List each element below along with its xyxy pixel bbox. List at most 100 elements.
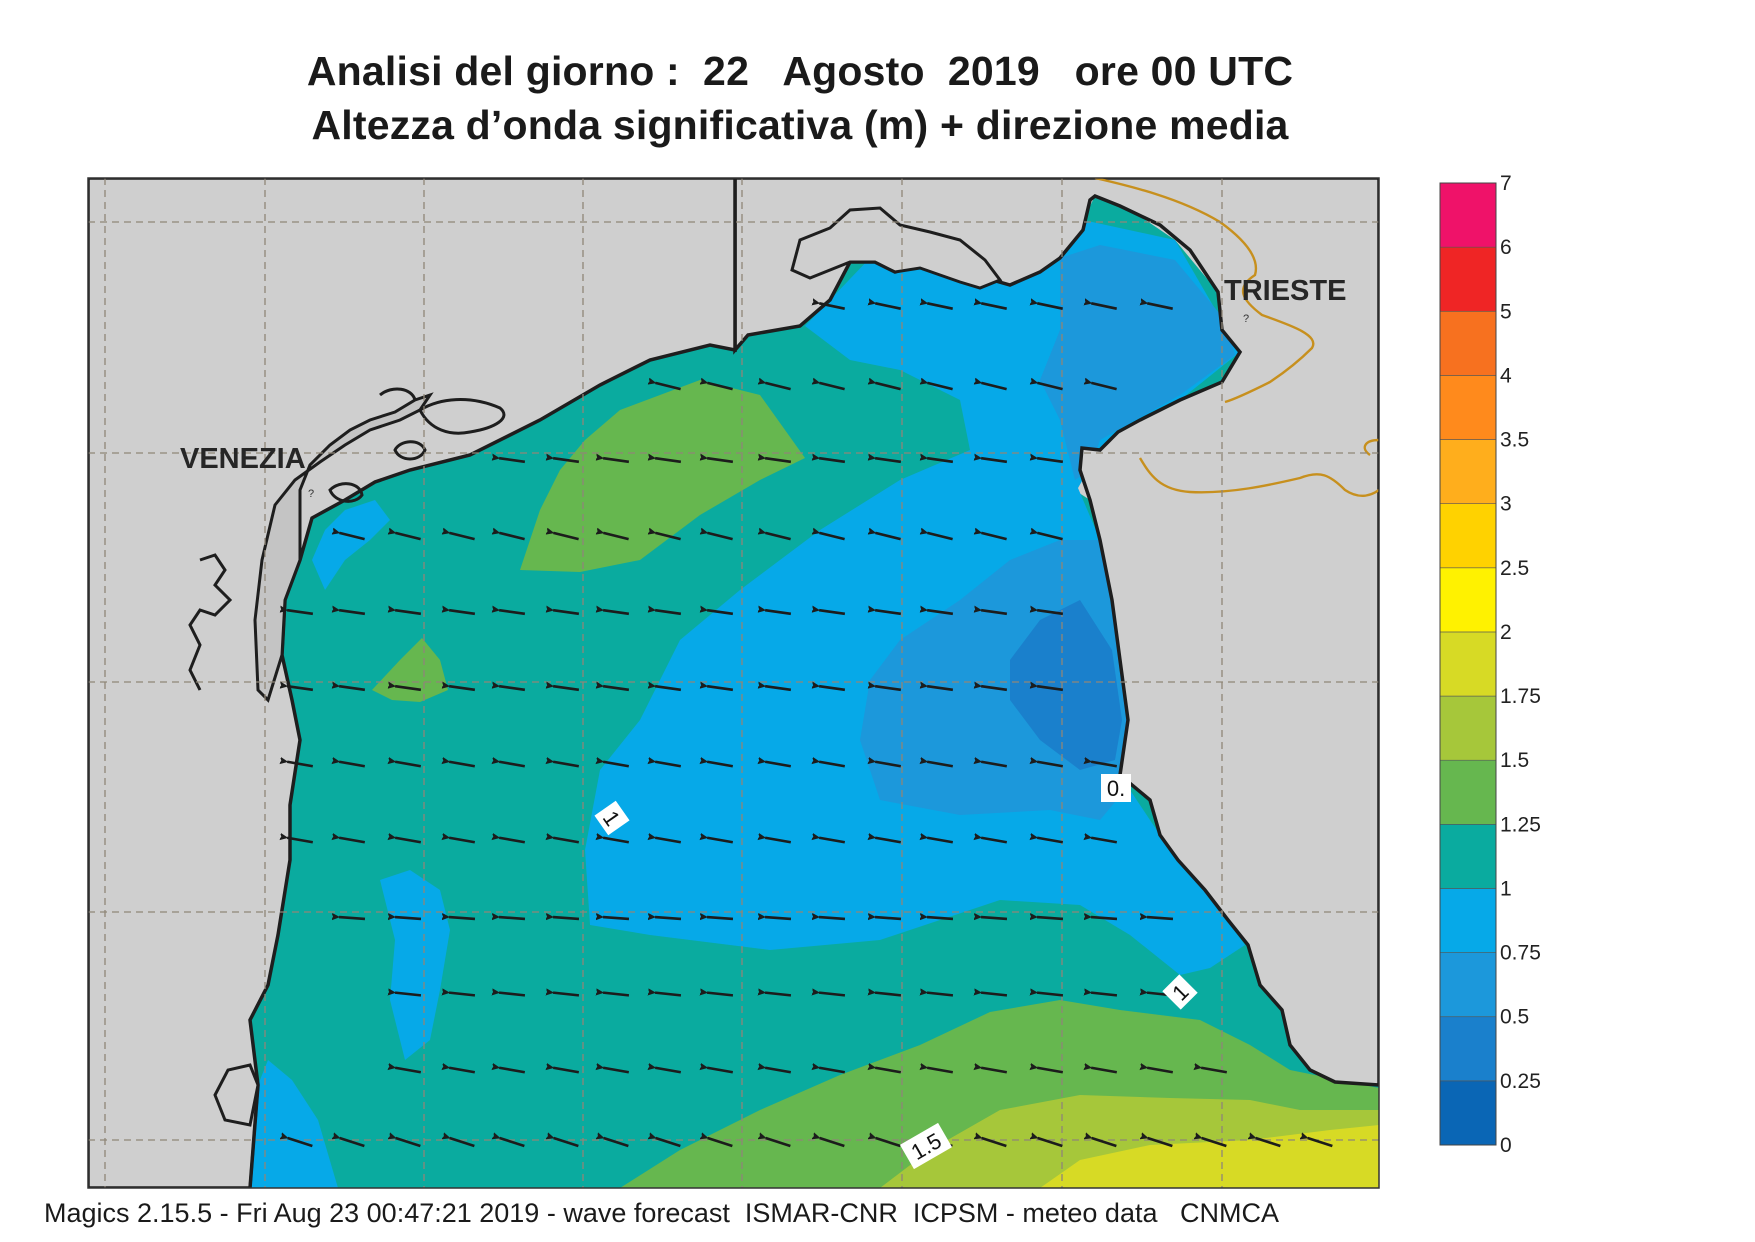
direction-arrow: [707, 383, 733, 391]
direction-arrow: [765, 993, 792, 997]
place-marker-venezia: ?: [308, 488, 314, 500]
direction-arrow: [819, 1068, 846, 1074]
direction-arrow: [449, 686, 476, 692]
direction-arrow: [499, 686, 526, 692]
legend-swatch: [1439, 439, 1497, 504]
direction-arrow: [927, 610, 954, 616]
land-venice-lagoon: [253, 392, 434, 703]
direction-arrow: [981, 533, 1007, 541]
direction-arrow: [981, 383, 1007, 391]
legend-tick-label: 1.25: [1500, 813, 1541, 836]
direction-arrow: [707, 762, 734, 768]
legend-swatch: [1439, 503, 1497, 569]
direction-arrow: [765, 917, 792, 919]
direction-arrow: [981, 303, 1007, 310]
direction-arrow: [1037, 610, 1064, 616]
direction-arrow: [395, 993, 422, 997]
direction-arrow: [765, 686, 792, 692]
colour-legend: 0 0.25 0.5 0.75 1 1.25 1.5 1.75 2 2.5 3 3.5 4 5 6 7: [1439, 172, 1541, 1157]
direction-arrow: [449, 993, 476, 997]
direction-arrow: [1201, 1068, 1228, 1074]
legend-swatch: [1439, 310, 1497, 376]
direction-arrow: [765, 458, 792, 464]
direction-arrow: [1037, 383, 1063, 391]
direction-arrow: [707, 993, 734, 997]
direction-arrow: [339, 686, 366, 692]
direction-arrow: [395, 917, 422, 919]
direction-arrow: [449, 762, 476, 768]
direction-arrow: [981, 917, 1008, 919]
direction-arrow: [499, 838, 526, 844]
legend-tick-label: 1: [1500, 877, 1512, 900]
legend-tick-label: 3: [1500, 493, 1512, 516]
legend-swatch: [1439, 375, 1497, 440]
legend-tick-label: 0.5: [1500, 1006, 1529, 1029]
direction-arrow: [500, 1138, 525, 1148]
direction-arrow: [875, 838, 902, 844]
direction-arrow: [765, 1068, 792, 1074]
direction-arrow: [287, 686, 314, 692]
direction-arrow: [981, 610, 1008, 616]
direction-arrow: [1147, 917, 1174, 919]
land-venice-islands: [328, 387, 506, 503]
direction-arrow: [875, 762, 902, 768]
contour-label-0-east: 0.: [1101, 774, 1131, 802]
direction-arrow: [819, 303, 845, 310]
direction-arrow: [875, 1068, 902, 1074]
direction-arrow: [339, 533, 365, 541]
direction-arrow: [708, 1138, 733, 1148]
legend-swatch: [1439, 1016, 1497, 1082]
direction-arrow: [449, 1068, 476, 1074]
place-marker-trieste: ?: [1243, 313, 1249, 325]
legend-swatch: [1439, 888, 1497, 953]
legend-swatch: [1439, 567, 1497, 633]
direction-arrow: [655, 993, 682, 997]
direction-arrow: [603, 458, 630, 464]
direction-arrow: [981, 838, 1008, 844]
direction-arrow: [603, 917, 630, 919]
direction-arrow: [554, 1138, 579, 1148]
direction-arrow: [603, 610, 630, 616]
direction-arrow: [1256, 1138, 1281, 1148]
direction-arrow: [927, 383, 953, 391]
legend-frame: [1439, 182, 1497, 1146]
map-frame: [87, 177, 1380, 1189]
direction-arrow: [449, 610, 476, 616]
direction-arrow: [819, 533, 845, 541]
direction-arrow: [603, 533, 629, 541]
direction-arrow: [553, 686, 580, 692]
direction-arrow: [603, 686, 630, 692]
direction-arrow: [1091, 762, 1118, 768]
legend-tick-label: 0: [1500, 1134, 1512, 1157]
direction-arrow: [395, 533, 421, 541]
direction-arrow: [927, 686, 954, 692]
direction-arrow: [875, 686, 902, 692]
legend-swatch: [1439, 631, 1497, 697]
legend-swatch: [1439, 246, 1497, 312]
legend-tick-label: 6: [1500, 236, 1512, 259]
direction-arrow: [981, 993, 1008, 997]
direction-arrow: [707, 1068, 734, 1074]
direction-arrow: [1091, 993, 1118, 997]
direction-arrow: [604, 1138, 629, 1148]
direction-arrow: [875, 303, 901, 310]
legend-tick-label: 1.5: [1500, 749, 1529, 772]
direction-arrow: [339, 762, 366, 768]
direction-arrow: [1037, 533, 1063, 541]
direction-arrow: [287, 610, 314, 616]
legend-tick-label: 2: [1500, 621, 1512, 644]
direction-arrow: [1092, 1138, 1117, 1148]
direction-arrow: [1037, 993, 1064, 997]
direction-arrow: [395, 1068, 422, 1074]
direction-arrow: [927, 917, 954, 919]
direction-arrow: [981, 762, 1008, 768]
svg-text:0.: 0.: [1107, 776, 1125, 801]
direction-arrow: [499, 610, 526, 616]
direction-arrow: [1037, 838, 1064, 844]
direction-arrow: [603, 838, 630, 844]
direction-arrow: [1038, 1138, 1063, 1148]
direction-arrow: [927, 762, 954, 768]
direction-arrow: [553, 762, 580, 768]
legend-tick-label: 3.5: [1500, 429, 1529, 452]
direction-arrow: [707, 458, 734, 464]
